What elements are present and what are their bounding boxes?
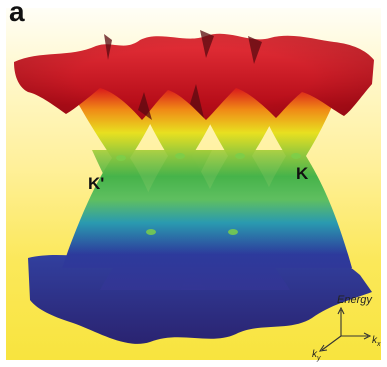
kx-axis-label: kx — [372, 335, 381, 348]
energy-axis-label: Energy — [337, 294, 372, 306]
panel-label: a — [9, 0, 25, 27]
ky-subscript: y — [317, 355, 321, 362]
kx-subscript: x — [377, 341, 381, 348]
k-point-label: K — [296, 164, 309, 183]
dirac-point-markers — [116, 153, 301, 235]
axis-triad — [318, 306, 372, 352]
surface-folds — [104, 30, 262, 120]
ky-axis-label: ky — [312, 349, 321, 362]
k-prime-point-label: K' — [88, 174, 105, 193]
